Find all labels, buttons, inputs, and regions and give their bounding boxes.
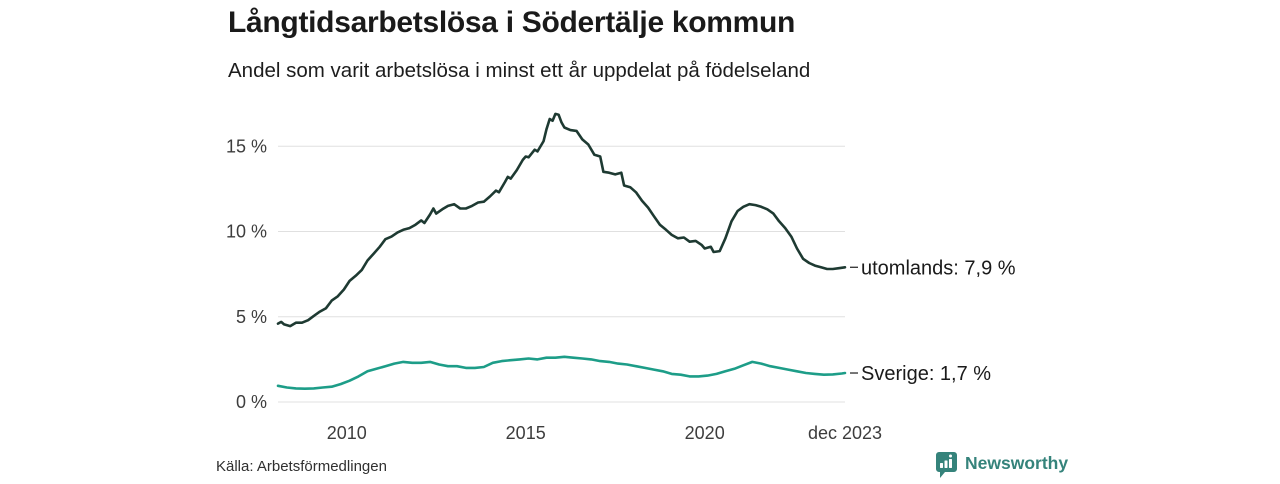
x-tick-label: 2015 <box>506 423 546 443</box>
x-tick-label: 2020 <box>685 423 725 443</box>
page-subtitle: Andel som varit arbetslösa i minst ett å… <box>228 59 811 82</box>
series-line-Sverige <box>276 355 847 391</box>
y-tick-label: 15 % <box>226 136 267 156</box>
x-tick-label: dec 2023 <box>808 423 882 443</box>
brand-name: Newsworthy <box>965 453 1069 473</box>
y-tick-label: 10 % <box>226 222 267 242</box>
series-end-label-utomlands: utomlands: 7,9 % <box>861 257 1016 279</box>
page-title: Långtidsarbetslösa i Södertälje kommun <box>228 6 796 39</box>
newsworthy-logo-icon <box>935 451 958 484</box>
brand-link[interactable]: Newsworthy <box>935 451 1068 481</box>
x-tick-label: 2010 <box>327 423 367 443</box>
series-line-utomlands <box>276 112 847 328</box>
y-tick-label: 0 % <box>236 392 267 412</box>
series-end-label-Sverige: Sverige: 1,7 % <box>861 363 991 385</box>
y-tick-label: 5 % <box>236 307 267 327</box>
source-note: Källa: Arbetsförmedlingen <box>216 458 387 475</box>
